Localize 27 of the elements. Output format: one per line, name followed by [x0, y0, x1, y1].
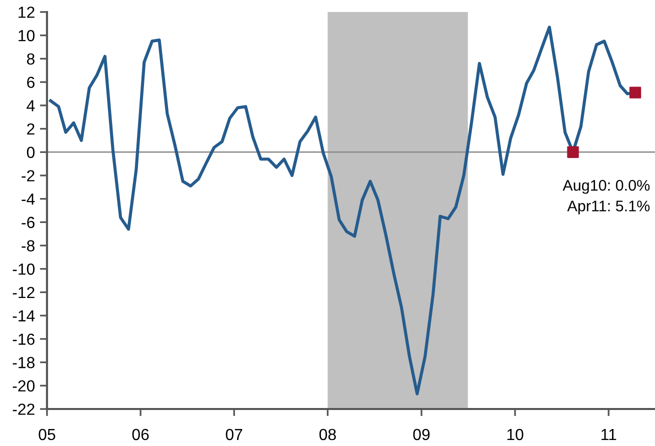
y-tick-label: -22: [12, 404, 34, 415]
y-tick-label: -14: [12, 310, 35, 322]
x-tick-label: 06: [132, 428, 149, 440]
y-tick-label: 12: [18, 6, 34, 18]
y-tick-label: 10: [18, 30, 35, 42]
y-tick-label: -6: [22, 216, 34, 228]
annotation: Apr11: 5.1%: [567, 200, 650, 214]
y-tick-label: 2: [27, 123, 34, 135]
annotation: Aug10: 0.0%: [562, 180, 650, 194]
x-tick-label: 11: [602, 429, 616, 440]
y-tick-label: -2: [22, 170, 34, 182]
y-tick-label: 4: [26, 100, 35, 112]
y-tick-label: -10: [12, 264, 35, 275]
y-tick-label: 0: [26, 146, 35, 158]
y-tick-label: -20: [12, 380, 35, 392]
y-tick-label: -8: [22, 240, 34, 252]
x-tick-label: 08: [319, 428, 336, 440]
y-tick-label: 8: [27, 53, 34, 65]
x-tick-label: 09: [413, 428, 430, 440]
x-tick-label: 07: [226, 428, 242, 440]
y-tick-label: -12: [12, 286, 34, 298]
x-tick-label: 05: [38, 428, 56, 440]
y-tick-label: 6: [27, 76, 34, 88]
y-tick-label: -18: [12, 356, 34, 368]
y-tick-label: -16: [12, 334, 34, 345]
y-tick-label: -4: [22, 194, 35, 205]
x-tick-label: 10: [507, 428, 524, 440]
